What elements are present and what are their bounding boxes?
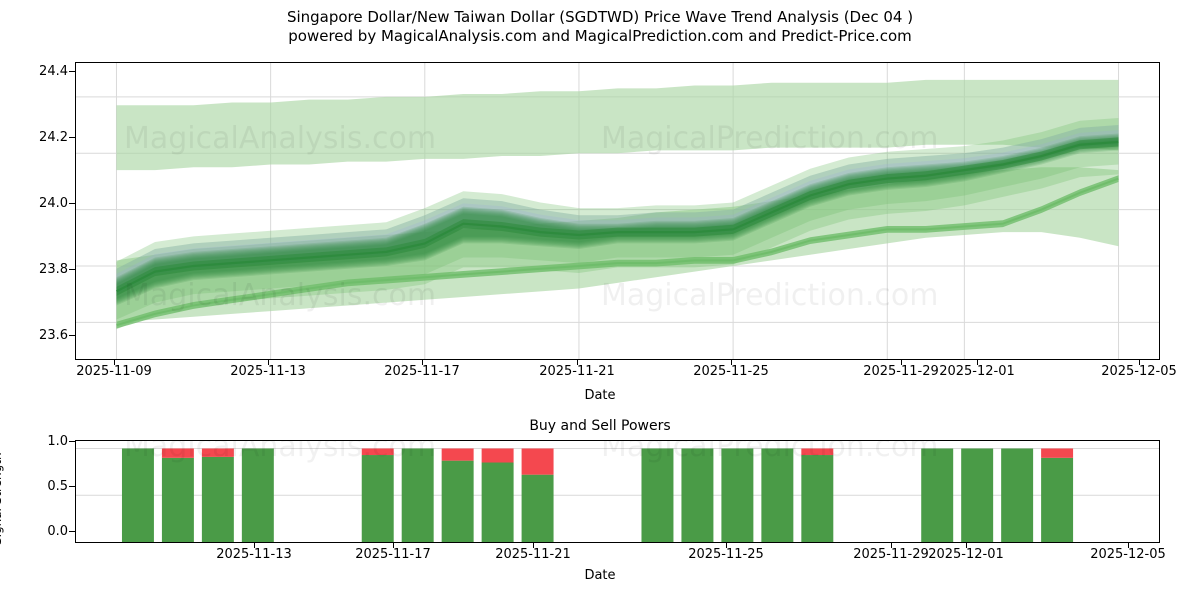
main-xtick-mark xyxy=(977,360,978,365)
main-ytick-24-0: 24.0 xyxy=(39,196,68,211)
price-wave-chart-plot-area: MagicalAnalysis.com MagicalPrediction.co… xyxy=(75,62,1160,360)
buy-power-bar xyxy=(521,474,554,542)
signal-y-axis-label: Signal Strength xyxy=(0,452,4,545)
signal-xtick-mark xyxy=(254,543,255,548)
buy-sell-powers-svg xyxy=(76,447,1159,542)
main-xtick-mark xyxy=(268,360,269,365)
buy-power-bar xyxy=(161,457,194,542)
sell-power-bar xyxy=(801,448,834,456)
signal-xtick-2025-11-17: 2025-11-17 xyxy=(355,547,431,562)
main-xtick-2025-11-17: 2025-11-17 xyxy=(384,364,460,379)
signal-xtick-2025-12-05: 2025-12-05 xyxy=(1090,547,1166,562)
buy-power-bar xyxy=(721,448,754,542)
buy-power-bar xyxy=(401,448,434,542)
page-title: Singapore Dollar/New Taiwan Dollar (SGDT… xyxy=(286,8,914,26)
main-xtick-2025-12-01: 2025-12-01 xyxy=(939,364,1015,379)
main-xtick-mark xyxy=(731,360,732,365)
main-xtick-2025-11-25: 2025-11-25 xyxy=(693,364,769,379)
signal-xtick-mark xyxy=(726,543,727,548)
buy-power-bar xyxy=(761,448,794,542)
main-xtick-2025-11-21: 2025-11-21 xyxy=(539,364,615,379)
sell-power-bar xyxy=(201,448,234,457)
signal-xtick-2025-11-13: 2025-11-13 xyxy=(216,547,292,562)
page-subtitle: powered by MagicalAnalysis.com and Magic… xyxy=(288,27,912,45)
buy-power-bar xyxy=(361,455,394,542)
buy-sell-powers-plot-area: MagicalAnalysis.com MagicalPrediction.co… xyxy=(75,440,1160,543)
main-ytick-24-2: 24.2 xyxy=(39,130,68,145)
signal-x-axis-label: Date xyxy=(584,568,616,583)
buy-power-bar xyxy=(241,448,274,542)
main-x-axis-label: Date xyxy=(584,388,616,403)
main-xtick-2025-12-05: 2025-12-05 xyxy=(1101,364,1177,379)
main-xtick-mark xyxy=(422,360,423,365)
main-xtick-2025-11-29: 2025-11-29 xyxy=(863,364,939,379)
signal-xtick-mark xyxy=(966,543,967,548)
main-xtick-mark xyxy=(1139,360,1140,365)
buy-power-bar xyxy=(201,456,234,542)
sell-power-bar xyxy=(521,448,554,475)
signal-xtick-2025-12-01: 2025-12-01 xyxy=(928,547,1004,562)
main-ytick-mark xyxy=(69,335,75,336)
signal-xtick-2025-11-21: 2025-11-21 xyxy=(495,547,571,562)
main-ytick-mark xyxy=(69,269,75,270)
signal-ytick-1-0: 1.0 xyxy=(47,434,68,449)
buy-power-bar xyxy=(801,455,834,542)
main-ytick-23-8: 23.8 xyxy=(39,262,68,277)
buy-power-bar xyxy=(1041,457,1074,542)
signal-ytick-mark xyxy=(69,441,75,442)
main-ytick-24-4: 24.4 xyxy=(39,64,68,79)
sell-power-bar xyxy=(1041,448,1074,458)
signal-xtick-2025-11-25: 2025-11-25 xyxy=(688,547,764,562)
buy-power-bar xyxy=(681,448,714,542)
sell-power-bar xyxy=(481,448,514,463)
buy-power-bar xyxy=(121,448,154,542)
main-ytick-mark xyxy=(69,71,75,72)
main-xtick-2025-11-13: 2025-11-13 xyxy=(230,364,306,379)
buy-power-bar xyxy=(441,460,474,542)
buy-power-bar xyxy=(961,448,994,542)
signal-xtick-mark xyxy=(393,543,394,548)
buy-power-bar xyxy=(641,448,674,542)
sell-power-bar xyxy=(161,448,194,458)
signal-ytick-mark xyxy=(69,531,75,532)
main-ytick-mark xyxy=(69,203,75,204)
buy-power-bar xyxy=(921,448,954,542)
figure-title-block: Singapore Dollar/New Taiwan Dollar (SGDT… xyxy=(0,8,1200,46)
buy-power-bar xyxy=(481,462,514,542)
sell-power-bar xyxy=(441,448,474,461)
signal-xtick-mark xyxy=(891,543,892,548)
main-ytick-mark xyxy=(69,137,75,138)
signal-xtick-mark xyxy=(533,543,534,548)
signal-ytick-0-5: 0.5 xyxy=(47,479,68,494)
main-xtick-2025-11-09: 2025-11-09 xyxy=(76,364,152,379)
main-ytick-23-6: 23.6 xyxy=(39,328,68,343)
signal-chart-title: Buy and Sell Powers xyxy=(529,418,671,434)
price-wave-svg xyxy=(76,63,1159,359)
buy-power-bar xyxy=(1001,448,1034,542)
main-xtick-mark xyxy=(901,360,902,365)
sell-power-bar xyxy=(361,448,394,456)
signal-ytick-0-0: 0.0 xyxy=(47,524,68,539)
signal-xtick-mark xyxy=(1128,543,1129,548)
signal-xtick-2025-11-29: 2025-11-29 xyxy=(853,547,929,562)
signal-ytick-mark xyxy=(69,486,75,487)
main-xtick-mark xyxy=(577,360,578,365)
main-xtick-mark xyxy=(114,360,115,365)
